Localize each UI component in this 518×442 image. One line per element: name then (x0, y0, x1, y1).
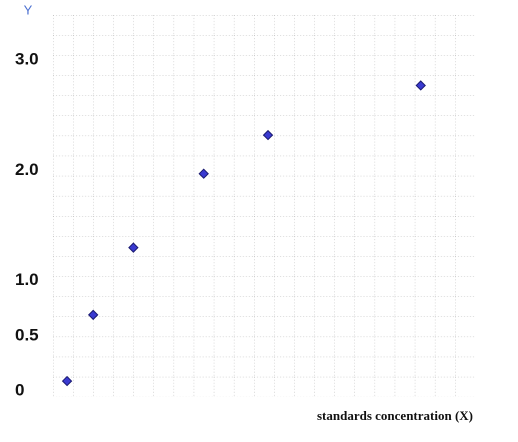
x-axis-label: standards concentration (X) (317, 408, 473, 423)
data-point (87, 309, 99, 321)
chart-title: Y (24, 2, 33, 17)
y-tick-label: 0.5 (15, 325, 39, 344)
y-tick-label: 3.0 (15, 50, 39, 69)
data-point (415, 80, 426, 91)
grid (53, 15, 475, 397)
data-point (128, 242, 139, 253)
y-tick-label: 0 (15, 380, 24, 399)
y-tick-label: 1.0 (15, 270, 39, 289)
y-tick-label: 2.0 (15, 160, 39, 179)
data-point (198, 168, 209, 179)
data-point (262, 129, 274, 141)
data-point (61, 375, 73, 387)
